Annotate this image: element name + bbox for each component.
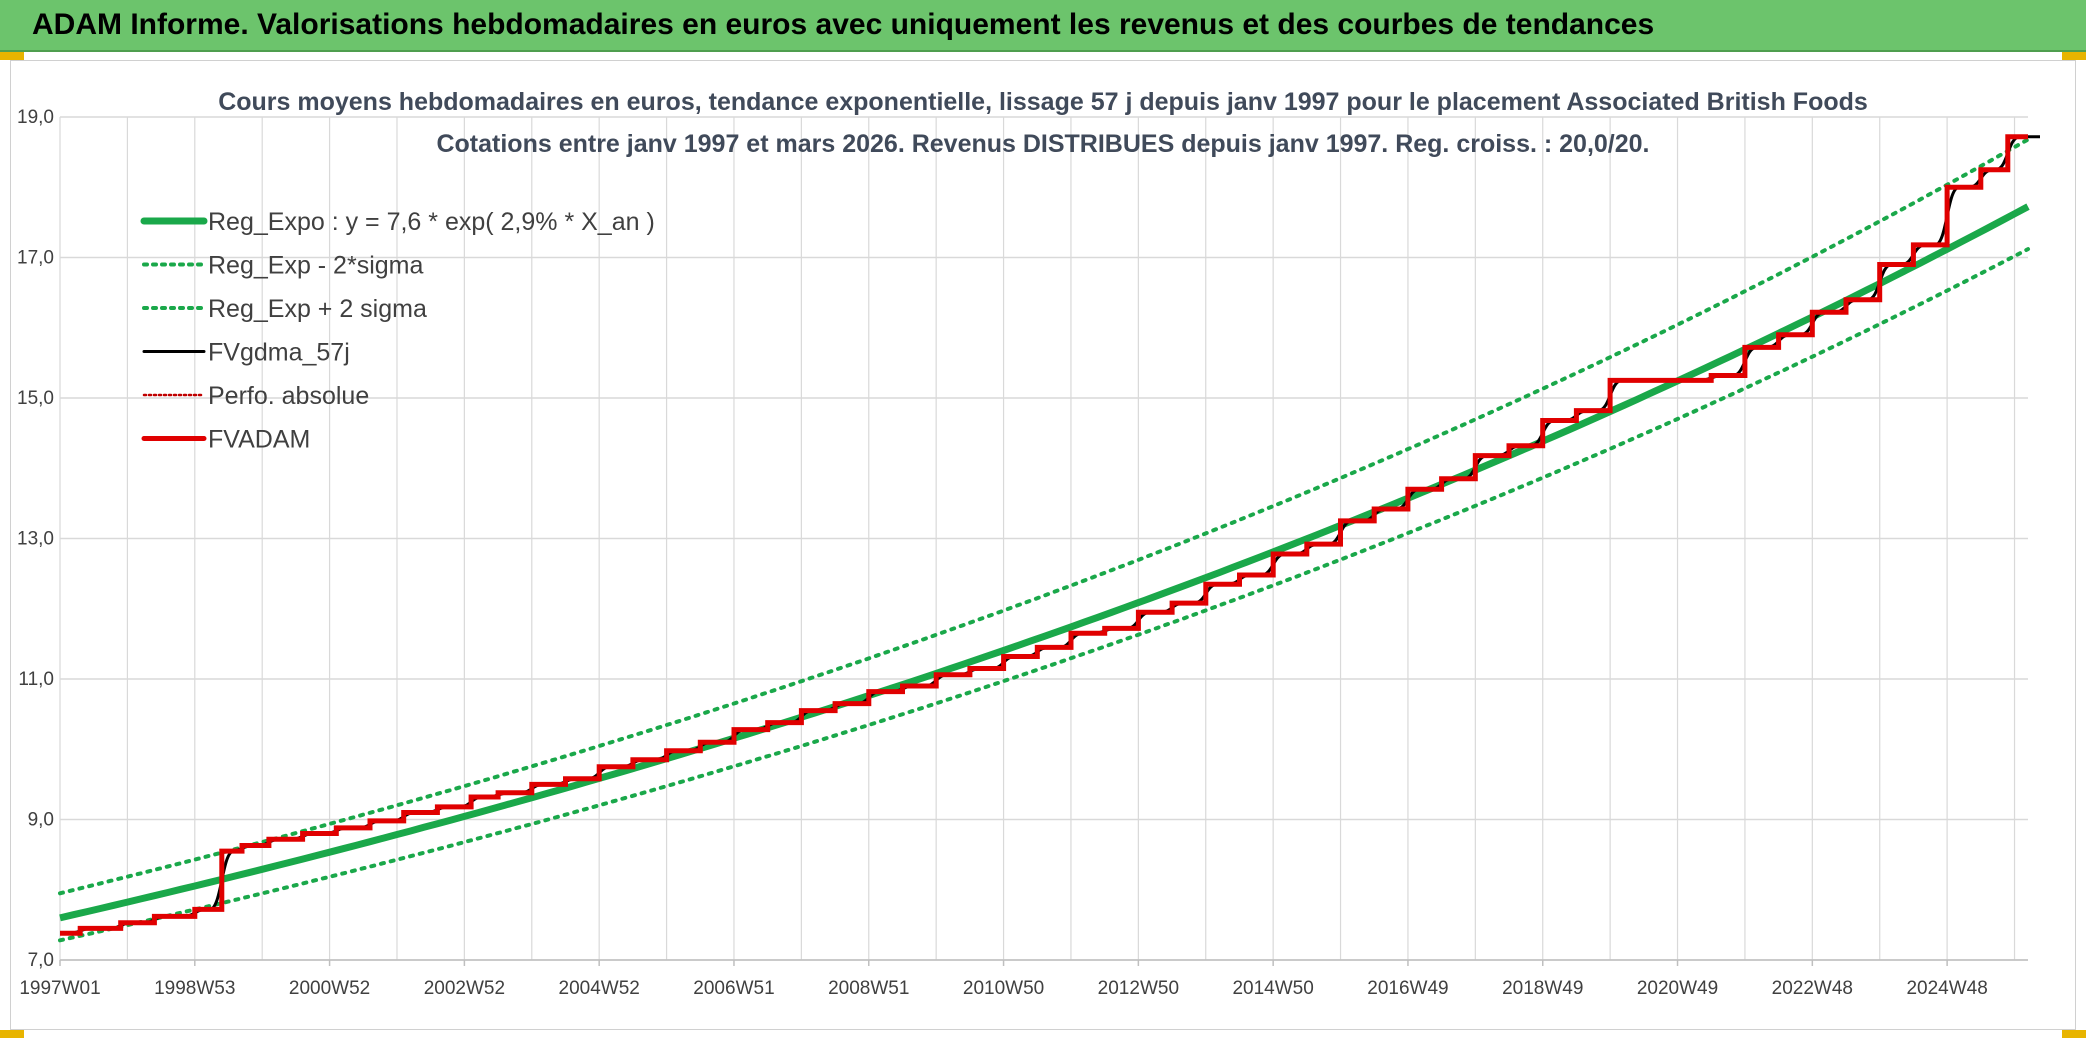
y-tick-label: 9,0 [28, 810, 54, 831]
x-tick-label: 1998W53 [154, 978, 235, 999]
legend-label-perfo: Perfo. absolue [208, 382, 369, 410]
x-tick-label: 1997W01 [19, 978, 100, 999]
corner-mark-bottom-right [2062, 1030, 2086, 1038]
x-tick-label: 2008W51 [828, 978, 909, 999]
chart-title-line-1: Cours moyens hebdomadaires en euros, ten… [218, 88, 1868, 116]
x-tick-label: 2024W48 [1906, 978, 1987, 999]
x-tick-label: 2020W49 [1637, 978, 1718, 999]
y-tick-label: 13,0 [17, 529, 54, 550]
y-tick-label: 17,0 [17, 248, 54, 269]
y-tick-label: 11,0 [18, 669, 54, 690]
corner-mark-top-left [0, 52, 24, 60]
x-tick-label: 2022W48 [1772, 978, 1853, 999]
x-tick-label: 2006W51 [693, 978, 774, 999]
legend-label-fvgdma: FVgdma_57j [208, 339, 350, 367]
x-tick-label: 2016W49 [1367, 978, 1448, 999]
y-tick-label: 7,0 [28, 950, 54, 971]
legend-label-reg_plus: Reg_Exp + 2 sigma [208, 295, 427, 323]
x-tick-label: 2014W50 [1232, 978, 1313, 999]
x-tick-label: 2012W50 [1098, 978, 1179, 999]
legend-label-fvadam: FVADAM [208, 426, 310, 454]
corner-mark-bottom-left [0, 1030, 24, 1038]
series-layer [58, 134, 2040, 943]
x-tick-label: 2002W52 [424, 978, 505, 999]
title-banner: ADAM Informe. Valorisations hebdomadaire… [0, 0, 2086, 52]
legend: Reg_Expo : y = 7,6 * exp( 2,9% * X_an ) R… [140, 208, 655, 454]
series-reg-expo [59, 203, 2030, 922]
y-tick-label: 15,0 [17, 388, 54, 409]
series-reg-exp-minus-2sigma [58, 247, 2030, 943]
grid-layer [59, 116, 2028, 961]
x-tick-label: 2018W49 [1502, 978, 1583, 999]
axis-layer: 7,0 9,0 11,0 13,0 15,0 17,0 19,0 1997W01 1998W53… [17, 107, 2028, 999]
legend-label-reg_minus: Reg_Exp - 2*sigma [208, 252, 423, 280]
series-fvadam [60, 134, 2028, 936]
x-tick-label: 2000W52 [289, 978, 370, 999]
legend-label-reg_expo: Reg_Expo : y = 7,6 * exp( 2,9% * X_an ) [208, 208, 655, 236]
corner-mark-top-right [2062, 52, 2086, 60]
chart-frame [10, 60, 2076, 1030]
banner-title: ADAM Informe. Valorisations hebdomadaire… [32, 8, 1655, 41]
chart-title-line-2: Cotations entre janv 1997 et mars 2026. … [436, 130, 1649, 158]
x-tick-label: 2010W50 [963, 978, 1044, 999]
x-tick-label: 2004W52 [559, 978, 640, 999]
series-reg-exp-plus-2sigma [58, 137, 2030, 896]
y-tick-label: 19,0 [17, 107, 54, 128]
